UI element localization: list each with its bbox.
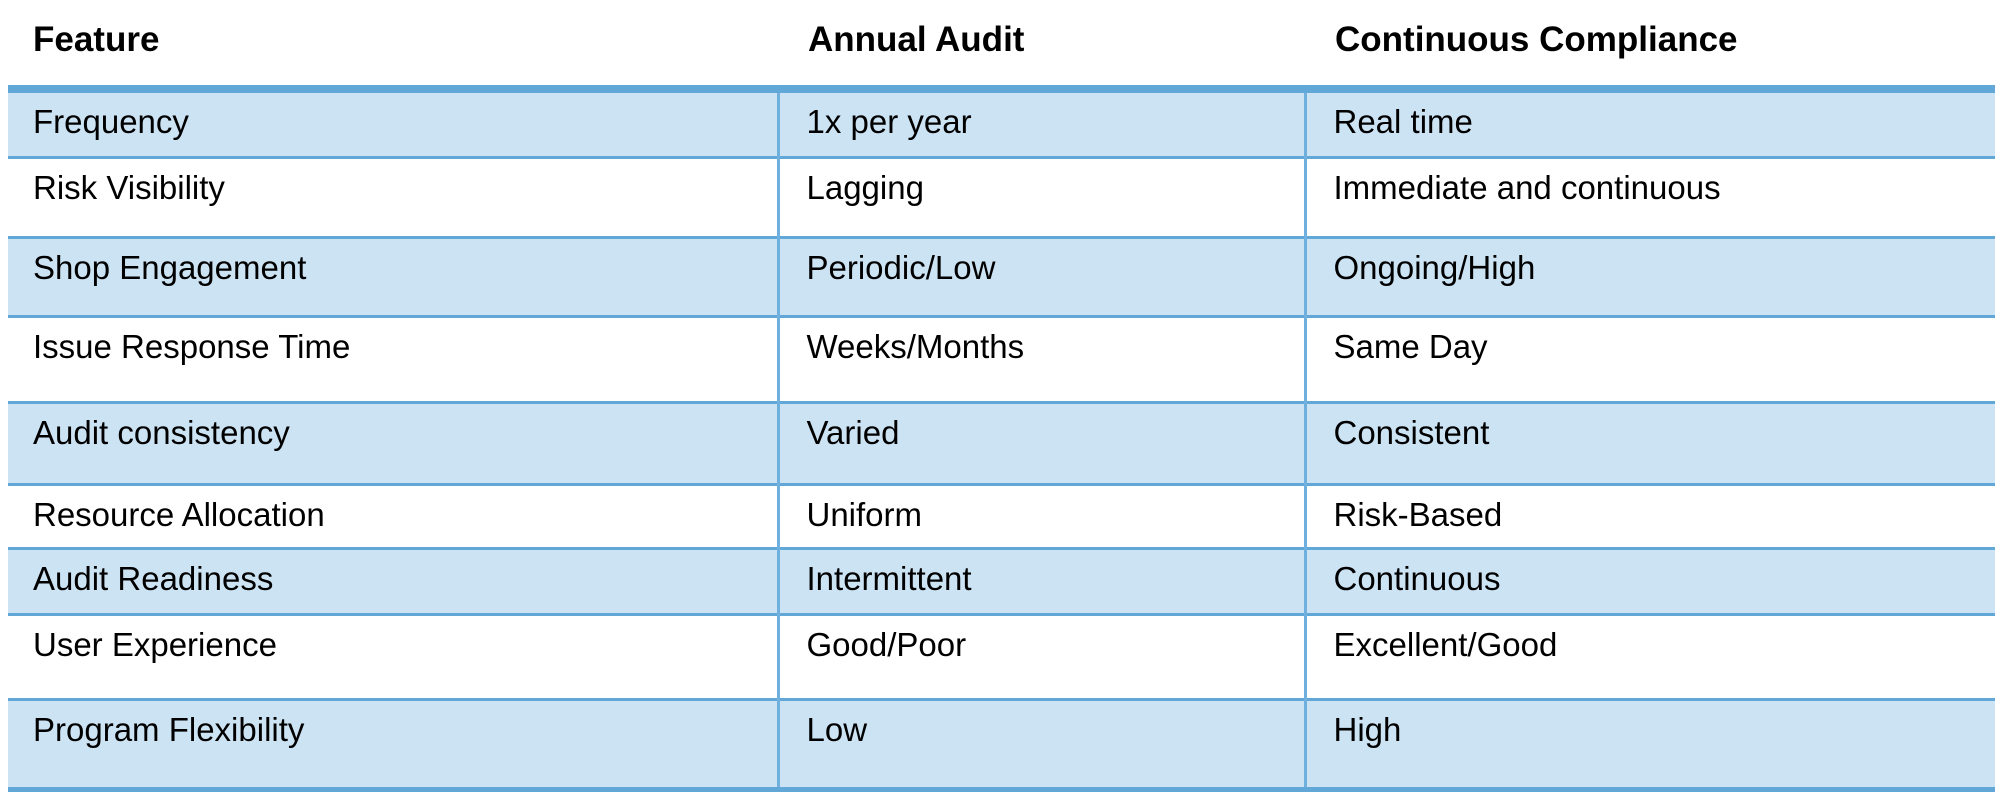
cell-feature: Frequency	[33, 103, 189, 140]
cell-feature: Program Flexibility	[33, 710, 305, 748]
cell-continuous-compliance: Risk-Based	[1303, 484, 1995, 548]
cell-annual-audit: 1x per year	[776, 89, 1305, 157]
table-row: Shop Engagement Periodic/Low Ongoing/High	[8, 237, 1995, 316]
cell-continuous-compliance: Consistent	[1303, 402, 1995, 484]
table-row: Risk Visibility Lagging Immediate and cont…	[8, 157, 1995, 237]
cell-annual-audit: Periodic/Low	[776, 237, 1305, 316]
cell-feature: Issue Response Time	[33, 327, 351, 365]
cell-annual-audit: Weeks/Months	[776, 316, 1305, 402]
table-row: Program Flexibility Low High	[8, 699, 1995, 789]
cell-continuous-compliance: Excellent/Good	[1303, 614, 1995, 699]
table-row: Frequency 1x per year Real time	[8, 89, 1995, 157]
comparison-table: Feature Annual Audit Continuous Complian…	[8, 0, 1995, 792]
cell-feature: Audit consistency	[33, 413, 290, 451]
cell-feature: Audit Readiness	[33, 559, 274, 597]
column-header-continuous-compliance: Continuous Compliance	[1305, 0, 1995, 93]
table-row: Audit consistency Varied Consistent	[8, 402, 1995, 484]
cell-annual-audit: Uniform	[776, 484, 1305, 548]
table-row: Resource Allocation Uniform Risk-Based	[8, 484, 1995, 548]
cell-feature: Shop Engagement	[33, 248, 307, 286]
cell-annual-audit: Low	[776, 699, 1305, 789]
cell-continuous-compliance: Real time	[1303, 89, 1995, 157]
cell-feature: User Experience	[33, 625, 277, 663]
table-row: Audit Readiness Intermittent Continuous	[8, 548, 1995, 614]
cell-continuous-compliance: Ongoing/High	[1303, 237, 1995, 316]
column-header-feature: Feature	[8, 0, 778, 93]
table-header-row: Feature Annual Audit Continuous Complian…	[8, 0, 1995, 93]
cell-annual-audit: Lagging	[776, 157, 1305, 237]
column-header-annual-audit: Annual Audit	[778, 0, 1305, 93]
table-body: Frequency 1x per year Real time Risk Visibi…	[8, 89, 1995, 789]
cell-continuous-compliance: Immediate and continuous	[1303, 157, 1995, 237]
cell-continuous-compliance: Same Day	[1303, 316, 1995, 402]
cell-continuous-compliance: High	[1303, 699, 1995, 789]
cell-feature: Resource Allocation	[33, 495, 325, 533]
table-row: Issue Response Time Weeks/Months Same Day	[8, 316, 1995, 402]
cell-annual-audit: Intermittent	[776, 548, 1305, 614]
cell-annual-audit: Varied	[776, 402, 1305, 484]
cell-annual-audit: Good/Poor	[776, 614, 1305, 699]
table-row: User Experience Good/Poor Excellent/Good	[8, 614, 1995, 699]
cell-continuous-compliance: Continuous	[1303, 548, 1995, 614]
cell-feature: Risk Visibility	[33, 168, 225, 206]
